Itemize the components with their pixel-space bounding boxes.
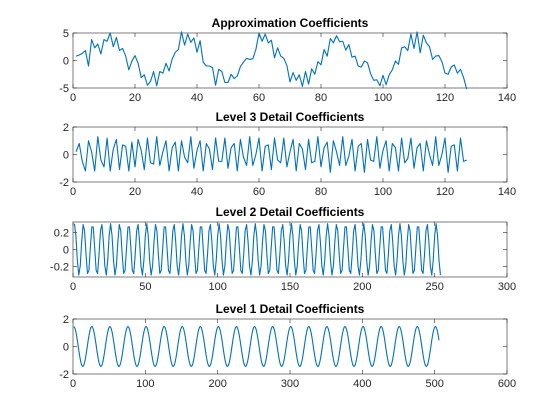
x-tick-label: 120 <box>436 186 454 198</box>
x-tick-label: 150 <box>281 281 299 293</box>
x-tick-label: 20 <box>129 92 141 104</box>
y-tick-label: -2 <box>59 177 69 189</box>
subplot-title: Level 3 Detail Coefficients <box>216 110 365 124</box>
x-tick-label: 200 <box>353 281 371 293</box>
x-tick-label: 600 <box>498 378 516 390</box>
x-tick-label: 0 <box>70 378 76 390</box>
y-tick-label: -0.2 <box>50 262 69 274</box>
y-tick-label: -2 <box>59 369 69 381</box>
x-tick-label: 60 <box>253 92 265 104</box>
x-tick-label: 0 <box>70 186 76 198</box>
subplot-title: Level 2 Detail Coefficients <box>216 205 365 219</box>
x-tick-label: 300 <box>498 281 516 293</box>
y-tick-label: 0 <box>63 245 69 257</box>
y-tick-label: 0 <box>63 150 69 162</box>
x-tick-label: 100 <box>374 186 392 198</box>
x-tick-label: 300 <box>281 378 299 390</box>
y-tick-label: 0 <box>63 342 69 354</box>
x-tick-label: 140 <box>498 186 516 198</box>
subplot-title: Approximation Coefficients <box>212 16 369 30</box>
x-tick-label: 60 <box>253 186 265 198</box>
x-tick-label: 120 <box>436 92 454 104</box>
x-tick-label: 100 <box>374 92 392 104</box>
subplot-1: Approximation Coefficients 0 20 40 60 80 100 12… <box>59 16 516 104</box>
x-tick-label: 200 <box>208 378 226 390</box>
y-tick-label: 5 <box>63 28 69 40</box>
x-tick-label: 0 <box>70 281 76 293</box>
series-line <box>73 223 441 276</box>
series-line <box>75 136 467 173</box>
y-tick-label: -5 <box>59 83 69 95</box>
x-tick-label: 250 <box>425 281 443 293</box>
subplot-4: Level 1 Detail Coefficients 0 100 200 300 400… <box>59 302 516 390</box>
x-tick-label: 140 <box>498 92 516 104</box>
x-tick-label: 100 <box>136 378 154 390</box>
x-tick-label: 80 <box>315 92 327 104</box>
series-line <box>75 31 468 90</box>
subplot-title: Level 1 Detail Coefficients <box>216 302 365 316</box>
x-tick-label: 80 <box>315 186 327 198</box>
x-tick-label: 40 <box>191 186 203 198</box>
x-tick-label: 50 <box>139 281 151 293</box>
series-line <box>73 326 440 367</box>
x-tick-label: 40 <box>191 92 203 104</box>
y-tick-label: 0 <box>63 56 69 68</box>
y-tick-label: 2 <box>63 314 69 326</box>
y-tick-label: 0.2 <box>54 227 69 239</box>
x-tick-label: 400 <box>353 378 371 390</box>
x-tick-label: 20 <box>129 186 141 198</box>
x-tick-label: 500 <box>425 378 443 390</box>
x-tick-label: 0 <box>70 92 76 104</box>
y-tick-label: 2 <box>63 122 69 134</box>
subplot-3: Level 2 Detail Coefficients 0 50 100 150 200 2… <box>50 205 516 293</box>
x-tick-label: 100 <box>208 281 226 293</box>
